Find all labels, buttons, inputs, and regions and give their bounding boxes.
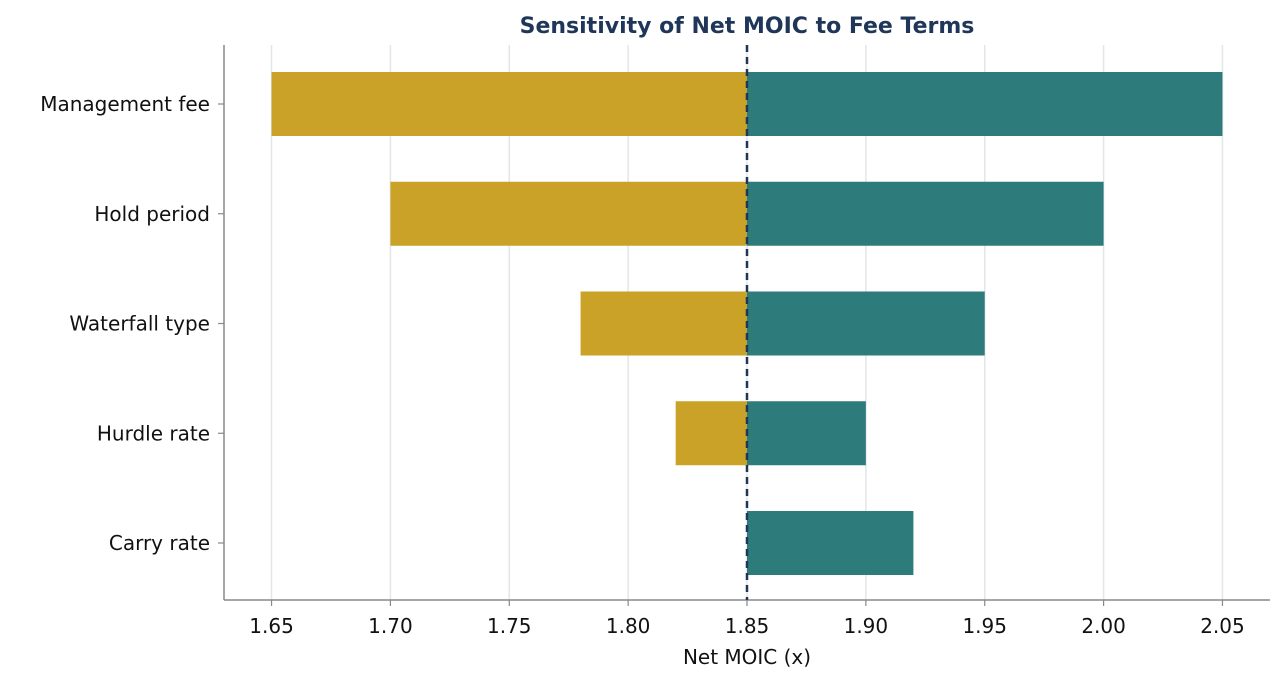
y-tick-labels: Management fee Hold period Waterfall type H… — [40, 92, 224, 555]
y-tick-label: Waterfall type — [69, 312, 210, 336]
bar-low — [390, 181, 747, 246]
x-tick-labels: 1.65 1.70 1.75 1.80 1.85 1.90 1.95 2.00 2.05 — [249, 600, 1245, 638]
x-tick-label: 1.70 — [368, 614, 413, 638]
chart-title: Sensitivity of Net MOIC to Fee Terms — [520, 14, 975, 39]
x-tick-label: 1.90 — [844, 614, 889, 638]
x-tick-label: 1.80 — [606, 614, 651, 638]
x-tick-label: 1.95 — [962, 614, 1007, 638]
y-tick-label: Hurdle rate — [97, 421, 210, 445]
bar-low — [271, 72, 747, 136]
bar-low — [675, 401, 747, 466]
y-tick-label: Hold period — [94, 202, 210, 226]
bar-high — [747, 511, 914, 575]
x-tick-label: 1.65 — [249, 614, 294, 638]
y-tick-label: Management fee — [40, 92, 210, 116]
x-axis-label: Net MOIC (x) — [683, 645, 811, 669]
x-tick-label: 1.85 — [725, 614, 770, 638]
x-tick-label: 2.00 — [1081, 614, 1126, 638]
bar-high — [747, 401, 866, 466]
bar-high — [747, 181, 1104, 246]
x-tick-label: 1.75 — [487, 614, 532, 638]
bar-high — [747, 291, 985, 356]
x-tick-label: 2.05 — [1200, 614, 1245, 638]
bar-low — [580, 291, 747, 356]
bar-high — [747, 72, 1223, 136]
bars — [271, 72, 1223, 575]
y-tick-label: Carry rate — [109, 531, 210, 555]
